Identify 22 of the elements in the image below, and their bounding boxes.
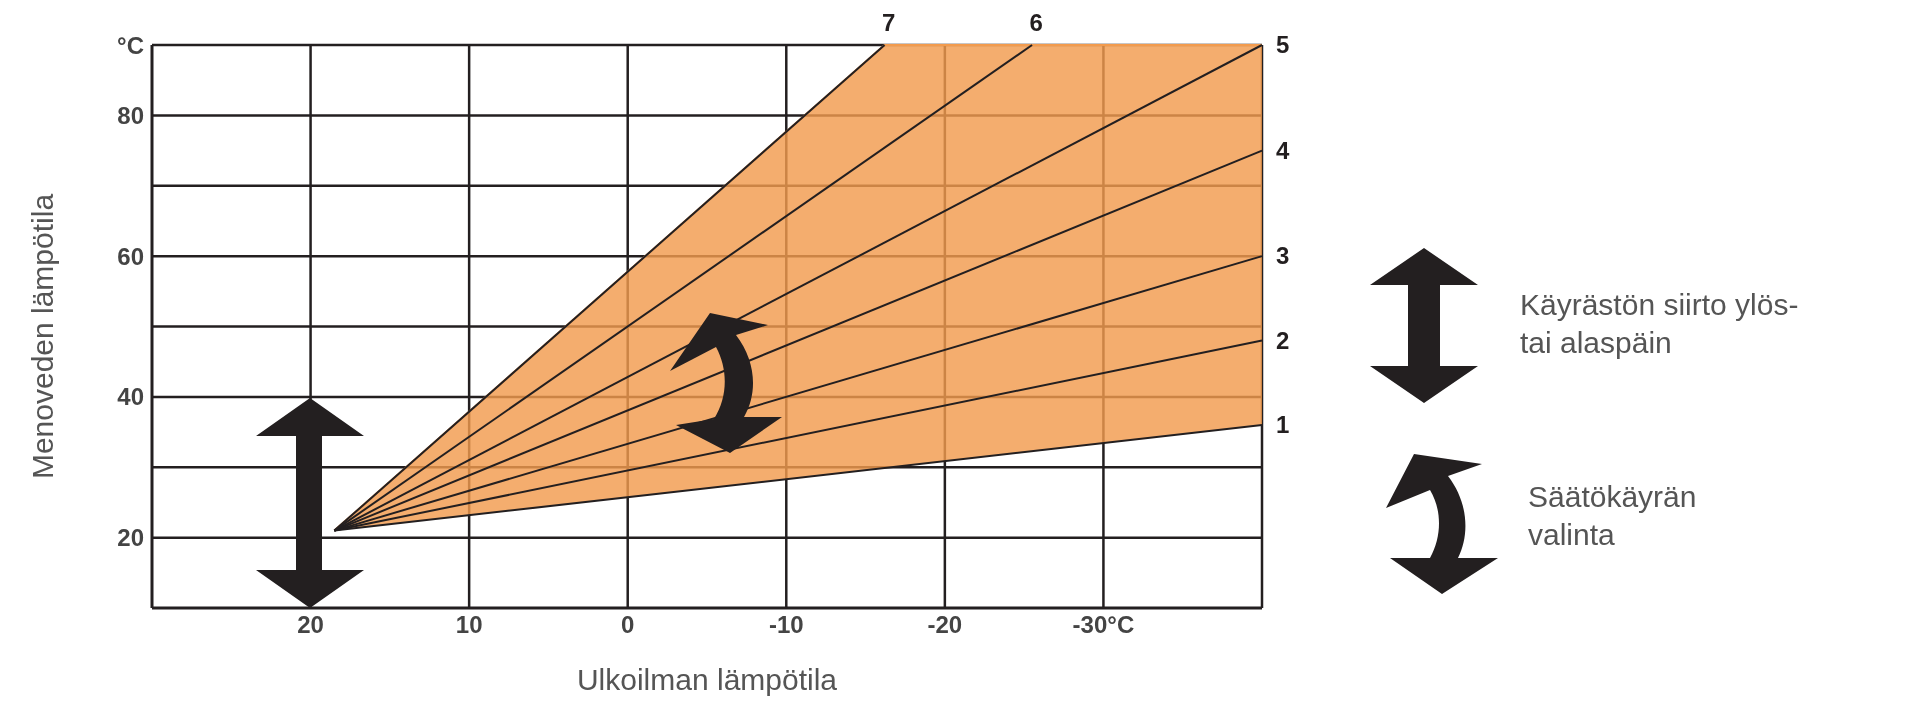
series-label: 1 — [1276, 411, 1290, 439]
y-tick-label: °C — [117, 31, 144, 59]
text: Käyrästön siirto ylös- tai alaspäin — [1520, 287, 1800, 361]
y-axis-title: Menoveden lämpötila — [25, 193, 59, 480]
x-tick-label: 10 — [455, 611, 483, 639]
x-tick-label: 20 — [297, 611, 324, 639]
x-tick-label: 0 — [621, 611, 635, 639]
series-label: 2 — [1276, 326, 1290, 354]
series-label: 7 — [881, 9, 896, 36]
series-label: 4 — [1276, 136, 1290, 164]
y-tick-label: 40 — [117, 383, 144, 411]
series-label: 5 — [1276, 31, 1290, 58]
y-tick-label: 60 — [117, 242, 144, 270]
y-tick-label: 80 — [117, 101, 144, 129]
y-tick-label: 20 — [117, 524, 144, 552]
x-tick-label: -30°C — [1072, 611, 1135, 639]
x-axis-title: Ulkoilman lämpötila — [576, 663, 838, 696]
x-tick-label: -10 — [768, 611, 804, 639]
text: Säätökäyrän valinta — [1528, 479, 1698, 553]
x-tick-label: -20 — [927, 611, 963, 639]
series-label: 6 — [1029, 9, 1043, 36]
series-label: 3 — [1276, 242, 1290, 270]
